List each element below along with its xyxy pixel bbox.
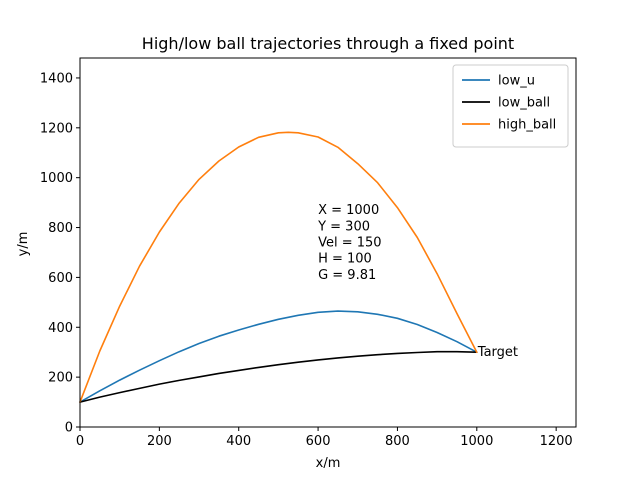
- x-tick-label: 1000: [460, 434, 493, 449]
- x-tick-label: 200: [147, 434, 172, 449]
- annotation-text-5: Target: [477, 345, 518, 360]
- y-tick-label: 400: [48, 321, 73, 336]
- legend-label-low-ball: low_ball: [498, 96, 550, 111]
- annotation-text-2: Vel = 150: [318, 236, 381, 251]
- x-axis-label: x/m: [316, 456, 341, 471]
- annotation-text-0: X = 1000: [318, 203, 379, 218]
- axes-layer: 0 200 400 600 800 1000 1200 0 200 400 600 800 1000 12…: [40, 57, 577, 449]
- chart-title: High/low ball trajectories through a fix…: [142, 34, 514, 53]
- y-tick-label: 1000: [40, 171, 73, 186]
- y-axis-label: y/m: [16, 232, 31, 257]
- axes-frame: [79, 57, 577, 428]
- legend-label-low-u: low_u: [498, 74, 535, 89]
- x-tick-label: 1200: [540, 434, 573, 449]
- series-line-high-ball: [79, 131, 478, 403]
- annotation-text-1: Y = 300: [317, 219, 370, 234]
- x-tick-label: 0: [76, 434, 84, 449]
- series-line-low-ball: [79, 350, 478, 403]
- y-tick-label: 0: [65, 421, 73, 436]
- y-tick-label: 800: [48, 221, 73, 236]
- series-layer: [79, 131, 478, 403]
- y-tick-label: 1400: [40, 71, 73, 86]
- series-line-low-u: [79, 310, 478, 403]
- annotation-text-3: H = 100: [318, 252, 372, 267]
- x-tick-label: 400: [226, 434, 251, 449]
- y-tick-label: 600: [48, 271, 73, 286]
- legend: low_u low_ball high_ball: [452, 64, 569, 148]
- annotation-text-4: G = 9.81: [318, 268, 376, 283]
- legend-box: [452, 64, 569, 148]
- x-tick-label: 800: [385, 434, 410, 449]
- x-tick-label: 600: [306, 434, 331, 449]
- legend-label-high-ball: high_ball: [498, 118, 556, 133]
- y-tick-label: 200: [48, 371, 73, 386]
- y-tick-label: 1200: [40, 121, 73, 136]
